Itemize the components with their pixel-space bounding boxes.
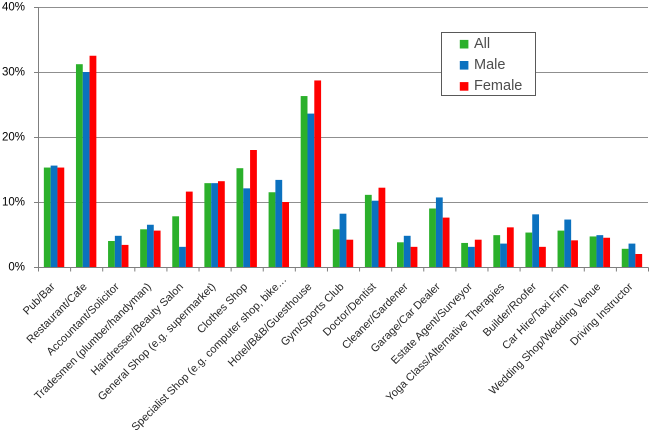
- svg-text:30%: 30%: [2, 66, 25, 78]
- svg-text:40%: 40%: [2, 1, 25, 13]
- svg-text:10%: 10%: [2, 196, 25, 208]
- svg-text:Female: Female: [474, 78, 522, 94]
- svg-text:All: All: [474, 36, 490, 52]
- svg-text:0%: 0%: [8, 261, 25, 273]
- svg-text:Male: Male: [474, 57, 505, 73]
- svg-text:20%: 20%: [2, 131, 25, 143]
